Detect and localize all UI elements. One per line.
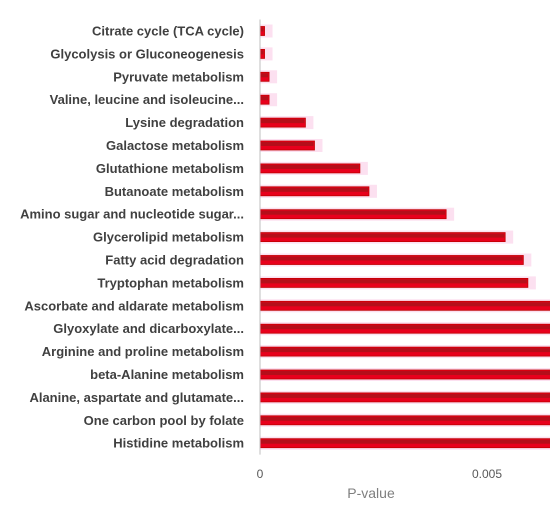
x-tick-labels: 00.0050.010.0150.02 [257, 467, 503, 481]
category-label: Arginine and proline metabolism [42, 344, 244, 359]
bar-shade [261, 187, 368, 192]
category-label: Lysine degradation [125, 115, 244, 130]
category-label: Tryptophan metabolism [97, 275, 244, 290]
category-label: Glyoxylate and dicarboxylate... [53, 321, 244, 336]
bar-shade [261, 416, 550, 421]
bar-shade [261, 164, 359, 169]
x-tick-label: 0.005 [472, 467, 502, 481]
bar-shade [261, 393, 550, 398]
bar-shade [261, 256, 523, 261]
category-label: One carbon pool by folate [84, 413, 244, 428]
category-label: Galactose metabolism [106, 138, 244, 153]
bar-shade [261, 279, 527, 284]
bar-shade [261, 119, 305, 124]
bar-shade [261, 325, 550, 330]
bar-shade [261, 210, 446, 215]
bar-shade [261, 142, 314, 146]
category-label: Glycerolipid metabolism [93, 230, 244, 245]
x-axis-title: P-value [347, 485, 395, 501]
category-label: Alanine, aspartate and glutamate... [29, 390, 244, 405]
x-tick-label: 0 [257, 467, 264, 481]
bars-layer [259, 24, 550, 450]
bar-shade [261, 348, 550, 353]
category-label: Fatty acid degradation [105, 253, 244, 268]
bar-shade [261, 73, 269, 78]
category-label: Glycolysis or Gluconeogenesis [50, 46, 244, 61]
category-label: Glutathione metabolism [96, 161, 244, 176]
category-label: Butanoate metabolism [105, 184, 244, 199]
bar-shade [261, 439, 550, 444]
category-label: Citrate cycle (TCA cycle) [92, 24, 244, 39]
category-label: beta-Alanine metabolism [90, 367, 244, 382]
bar-shade [261, 371, 550, 375]
category-label: Pyruvate metabolism [113, 69, 244, 84]
category-label: Ascorbate and aldarate metabolism [24, 298, 244, 313]
category-label: Amino sugar and nucleotide sugar... [20, 207, 244, 222]
bar-shade [261, 302, 550, 307]
bar-shade [261, 96, 269, 101]
category-labels: Citrate cycle (TCA cycle) Glycolysis or G… [20, 24, 244, 451]
bar-shade [261, 233, 505, 238]
bar-shade [261, 27, 264, 32]
category-label: Histidine metabolism [113, 436, 244, 451]
category-label: Valine, leucine and isoleucine... [50, 92, 244, 107]
bar-shade [261, 50, 264, 55]
